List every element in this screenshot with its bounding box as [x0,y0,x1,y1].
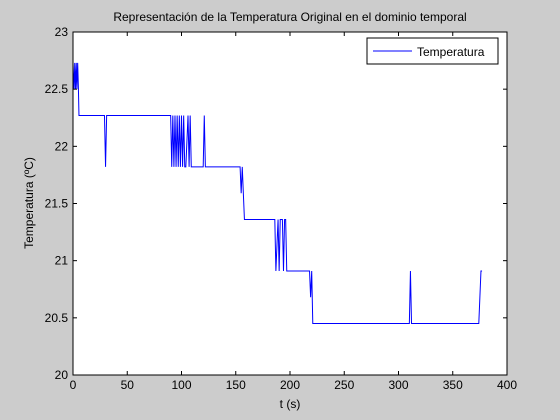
x-axis-label: t (s) [280,397,301,411]
y-tick-label: 21.5 [45,197,69,211]
legend-label-temperatura: Temperatura [417,45,485,59]
y-tick-label: 20.5 [45,311,69,325]
x-tick-label: 350 [443,378,463,392]
series-layer [72,62,483,325]
x-tick-label: 0 [70,378,77,392]
x-tick-label: 100 [171,378,191,392]
x-tick-label: 50 [121,378,135,392]
y-axis-label: Temperatura (ºC) [22,157,36,249]
y-tick-label: 22.5 [45,82,69,96]
x-tick-label: 250 [334,378,354,392]
chart-title: Representación de la Temperatura Origina… [113,10,466,24]
x-tick-label: 150 [226,378,246,392]
legend: Temperatura [366,37,499,65]
x-tick-label: 200 [280,378,300,392]
axes-background [73,32,507,375]
y-tick-label: 22 [55,139,69,153]
ticks-layer: 0 50 100 150 200 250 300 350 400 20 20.5 21 21.5 22 22… [45,25,518,392]
series-line-0 [72,62,483,325]
y-tick-label: 21 [55,254,69,268]
y-tick-label: 20 [55,368,69,382]
x-tick-label: 400 [497,378,517,392]
y-tick-label: 23 [55,25,69,39]
x-tick-label: 300 [388,378,408,392]
